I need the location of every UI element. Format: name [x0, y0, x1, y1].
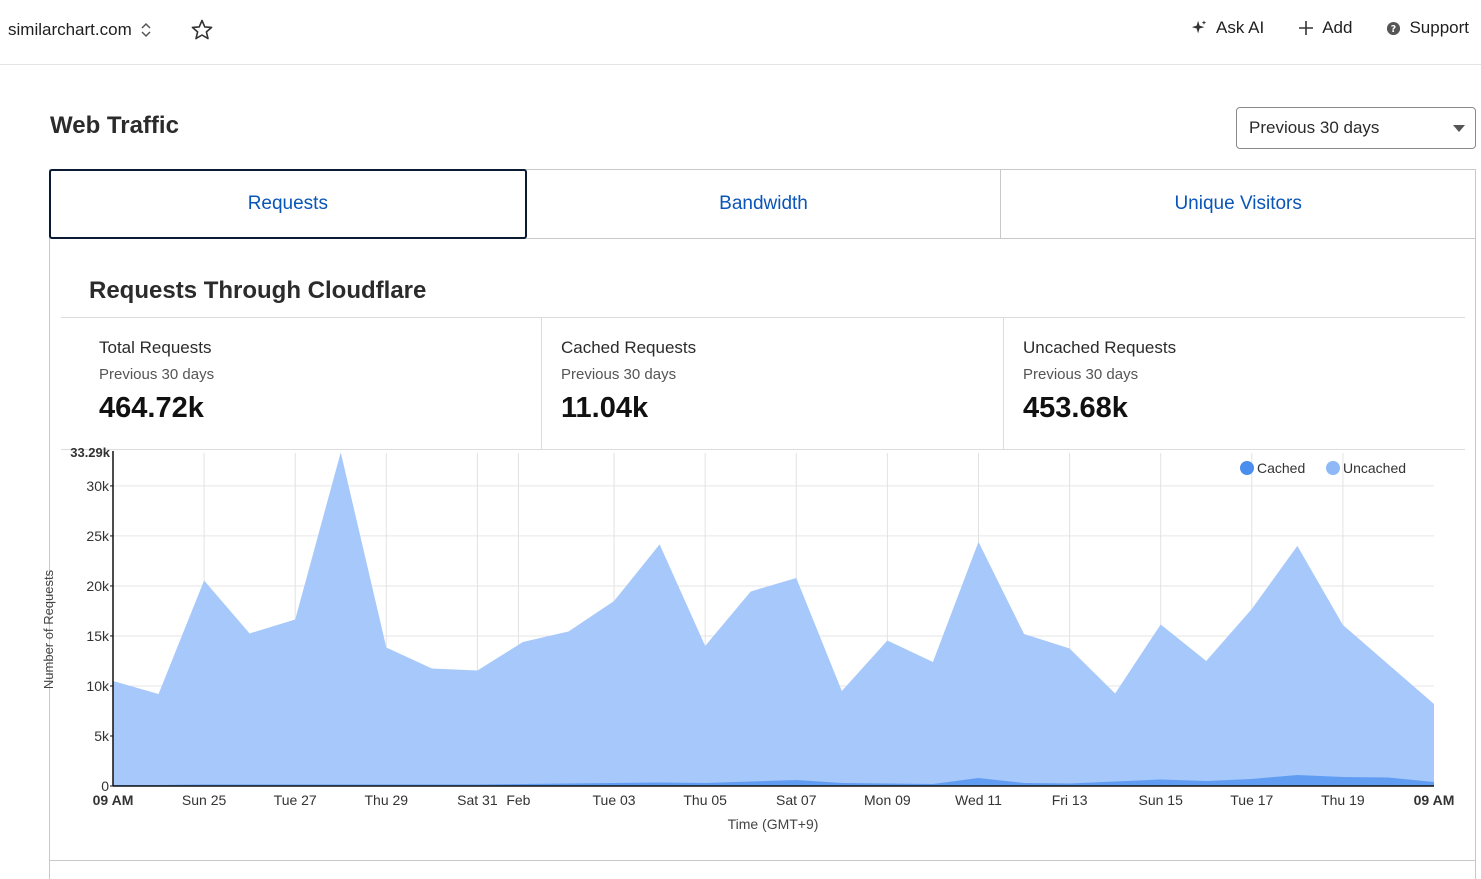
stat-label: Total Requests [99, 338, 212, 357]
page-title: Web Traffic [50, 112, 179, 139]
x-tick-label: Tue 03 [593, 792, 636, 808]
stat-value: 464.72k [99, 392, 204, 424]
stat-total-requests: Total Requests Previous 30 days 464.72k [61, 318, 542, 449]
add-label: Add [1322, 18, 1353, 37]
panel-title: Requests Through Cloudflare [89, 277, 427, 304]
legend-uncached-swatch [1326, 461, 1340, 475]
x-tick-label: Thu 29 [365, 792, 409, 808]
support-button[interactable]: ? Support [1386, 18, 1469, 38]
favorite-star-button[interactable] [190, 18, 214, 42]
stat-uncached-requests: Uncached Requests Previous 30 days 453.6… [1004, 318, 1465, 449]
site-switcher[interactable]: similarchart.com [8, 18, 152, 42]
y-axis-title: Number of Requests [41, 569, 56, 689]
stats-row: Total Requests Previous 30 days 464.72k … [61, 317, 1465, 450]
tab-bandwidth[interactable]: Bandwidth [527, 170, 1002, 238]
y-tick-label: 10k [86, 678, 110, 694]
x-tick-label: Fri 13 [1052, 792, 1088, 808]
stat-period: Previous 30 days [99, 366, 215, 383]
star-icon [191, 19, 213, 40]
stat-cached-requests: Cached Requests Previous 30 days 11.04k [542, 318, 1004, 449]
y-tick-label: 25k [86, 528, 110, 544]
y-tick-label: 20k [86, 578, 110, 594]
add-button[interactable]: Add [1298, 18, 1352, 38]
stat-label: Uncached Requests [1023, 338, 1177, 357]
top-bar: similarchart.com Ask AI Add ? [0, 0, 1481, 65]
site-name: similarchart.com [8, 20, 132, 39]
divider [49, 860, 1476, 861]
y-tick-label: 30k [86, 478, 110, 494]
x-tick-label: Mon 09 [864, 792, 911, 808]
svg-text:?: ? [1391, 23, 1396, 34]
x-tick-label: Feb [506, 792, 530, 808]
requests-panel [49, 239, 1476, 879]
stat-value: 453.68k [1023, 392, 1128, 424]
x-axis-title: Time (GMT+9) [728, 816, 819, 832]
legend-uncached-label: Uncached [1343, 460, 1406, 476]
y-tick-label: 15k [86, 628, 110, 644]
x-tick-label: Thu 19 [1321, 792, 1365, 808]
x-tick-label: Sun 15 [1139, 792, 1184, 808]
x-tick-label: Tue 17 [1230, 792, 1273, 808]
metric-tabs: Requests Bandwidth Unique Visitors [49, 169, 1476, 239]
requests-chart[interactable]: 0 5k 10k 15k 20k 25k 30k 33.29k 09 AM Sun 25 Tue 2… [0, 440, 1481, 840]
x-tick-label: Sat 31 [457, 792, 498, 808]
x-tick-label: Wed 11 [955, 792, 1002, 808]
tab-unique-visitors[interactable]: Unique Visitors [1174, 193, 1302, 214]
y-tick-label: 0 [101, 778, 109, 794]
requests-area-chart[interactable]: 0 5k 10k 15k 20k 25k 30k 33.29k 09 AM Sun 25 Tue 2… [0, 440, 1481, 840]
caret-down-icon [1453, 125, 1465, 132]
help-icon: ? [1387, 21, 1401, 35]
date-range-value: Previous 30 days [1249, 118, 1380, 137]
uncached-area [113, 452, 1434, 786]
stat-period: Previous 30 days [561, 366, 677, 383]
stat-period: Previous 30 days [1023, 366, 1139, 383]
support-label: Support [1409, 18, 1469, 37]
plus-icon [1299, 21, 1314, 35]
stat-label: Cached Requests [561, 338, 697, 357]
stat-value: 11.04k [561, 392, 649, 424]
date-range-select[interactable]: Previous 30 days [1236, 107, 1476, 149]
cached-area [113, 774, 1434, 786]
sparkle-icon [1191, 20, 1207, 34]
x-tick-label: Sat 07 [776, 792, 817, 808]
x-tick-label: 09 AM [1414, 792, 1455, 808]
chevron-updown-icon [141, 22, 151, 38]
ask-ai-label: Ask AI [1216, 18, 1265, 37]
x-tick-label: Thu 05 [683, 792, 727, 808]
x-tick-label: Tue 27 [274, 792, 317, 808]
y-tick-label: 5k [94, 728, 110, 744]
ask-ai-button[interactable]: Ask AI [1190, 18, 1264, 38]
legend-cached-label: Cached [1257, 460, 1305, 476]
x-tick-label: Sun 25 [182, 792, 227, 808]
x-tick-label: 09 AM [93, 792, 134, 808]
legend-cached-swatch [1240, 461, 1254, 475]
tab-requests[interactable]: Requests [49, 169, 527, 239]
y-max-label: 33.29k [70, 445, 111, 460]
